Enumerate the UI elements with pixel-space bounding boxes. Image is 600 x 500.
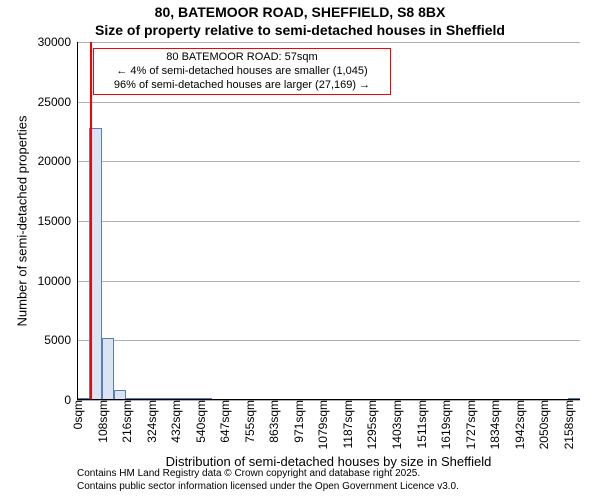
xtick-label: 647sqm (216, 400, 232, 443)
attribution-text: Contains HM Land Registry data © Crown c… (77, 468, 459, 493)
xtick-label: 1942sqm (511, 400, 527, 449)
gridline (77, 340, 580, 341)
chart-root: { "canvas": { "width": 600, "height": 50… (0, 0, 600, 500)
ytick-label: 30000 (38, 35, 77, 49)
xtick-label: 2050sqm (535, 400, 551, 449)
annotation-line2: ← 4% of semi-detached houses are smaller… (100, 65, 384, 79)
xtick-label: 1403sqm (388, 400, 404, 449)
xtick-label: 863sqm (265, 400, 281, 443)
y-axis-label: Number of semi-detached properties (15, 116, 30, 327)
xtick-label: 324sqm (143, 400, 159, 443)
xtick-label: 1727sqm (462, 400, 478, 449)
xtick-label: 0sqm (69, 400, 85, 429)
xtick-label: 971sqm (290, 400, 306, 443)
ytick-label: 15000 (38, 214, 77, 228)
chart-title-line2: Size of property relative to semi-detach… (0, 22, 600, 38)
ytick-label: 5000 (44, 333, 77, 347)
xtick-label: 1079sqm (314, 400, 330, 449)
attribution-line1: Contains HM Land Registry data © Crown c… (77, 468, 459, 481)
gridline (77, 221, 580, 222)
chart-title-line1: 80, BATEMOOR ROAD, SHEFFIELD, S8 8BX (0, 4, 600, 20)
x-axis-label: Distribution of semi-detached houses by … (166, 454, 492, 469)
xtick-label: 216sqm (118, 400, 134, 443)
xtick-label: 2158sqm (560, 400, 576, 449)
xtick-label: 1834sqm (486, 400, 502, 449)
histogram-bar (102, 338, 114, 400)
ytick-label: 10000 (38, 274, 77, 288)
xtick-label: 755sqm (241, 400, 257, 443)
xtick-label: 1619sqm (437, 400, 453, 449)
gridline (77, 42, 580, 43)
gridline (77, 102, 580, 103)
xtick-label: 1511sqm (413, 400, 429, 448)
plot-area: 0500010000150002000025000300000sqm108sqm… (77, 42, 580, 400)
annotation-line1: 80 BATEMOOR ROAD: 57sqm (100, 51, 384, 65)
y-axis-line (77, 42, 78, 400)
ytick-label: 20000 (38, 154, 77, 168)
gridline (77, 281, 580, 282)
annotation-box: 80 BATEMOOR ROAD: 57sqm ← 4% of semi-det… (93, 48, 391, 95)
reference-line (90, 42, 92, 400)
ytick-label: 25000 (38, 95, 77, 109)
xtick-label: 108sqm (94, 400, 110, 443)
xtick-label: 432sqm (167, 400, 183, 443)
xtick-label: 1187sqm (339, 400, 355, 448)
annotation-line3: 96% of semi-detached houses are larger (… (100, 79, 384, 93)
attribution-line2: Contains public sector information licen… (77, 481, 459, 494)
gridline (77, 161, 580, 162)
xtick-label: 540sqm (192, 400, 208, 443)
xtick-label: 1295sqm (363, 400, 379, 449)
